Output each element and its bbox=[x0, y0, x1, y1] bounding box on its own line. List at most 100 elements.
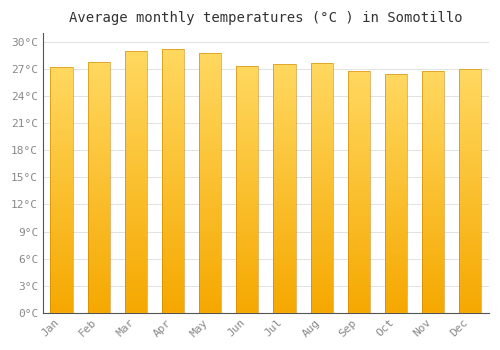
Bar bbox=[459, 230, 481, 232]
Bar bbox=[236, 286, 258, 288]
Bar bbox=[236, 236, 258, 239]
Bar bbox=[124, 198, 147, 200]
Bar bbox=[310, 73, 333, 76]
Bar bbox=[50, 254, 72, 256]
Bar bbox=[274, 116, 295, 119]
Bar bbox=[50, 308, 72, 310]
Bar bbox=[50, 112, 72, 114]
Bar bbox=[274, 283, 295, 285]
Bar bbox=[162, 276, 184, 278]
Bar bbox=[422, 78, 444, 81]
Bar bbox=[162, 120, 184, 122]
Bar bbox=[124, 213, 147, 216]
Bar bbox=[199, 71, 222, 74]
Bar bbox=[199, 281, 222, 284]
Bar bbox=[88, 64, 110, 67]
Bar bbox=[348, 85, 370, 88]
Bar bbox=[236, 258, 258, 261]
Bar bbox=[422, 306, 444, 308]
Bar bbox=[236, 251, 258, 253]
Bar bbox=[385, 296, 407, 298]
Bar bbox=[162, 199, 184, 202]
Bar bbox=[236, 187, 258, 189]
Bar bbox=[88, 175, 110, 177]
Bar bbox=[50, 161, 72, 163]
Bar bbox=[422, 114, 444, 117]
Bar bbox=[124, 218, 147, 221]
Bar bbox=[88, 117, 110, 120]
Bar bbox=[162, 162, 184, 165]
Bar bbox=[199, 53, 222, 56]
Bar bbox=[199, 100, 222, 102]
Bar bbox=[310, 200, 333, 203]
Bar bbox=[459, 179, 481, 181]
Bar bbox=[50, 151, 72, 153]
Bar bbox=[422, 129, 444, 132]
Bar bbox=[124, 200, 147, 203]
Bar bbox=[124, 111, 147, 114]
Bar bbox=[459, 198, 481, 201]
Bar bbox=[88, 155, 110, 157]
Bar bbox=[459, 123, 481, 125]
Bar bbox=[199, 300, 222, 302]
Bar bbox=[236, 80, 258, 83]
Bar bbox=[274, 146, 295, 148]
Bar bbox=[422, 243, 444, 245]
Bar bbox=[385, 146, 407, 148]
Bar bbox=[236, 224, 258, 226]
Bar bbox=[162, 131, 184, 133]
Bar bbox=[310, 298, 333, 300]
Bar bbox=[88, 217, 110, 220]
Bar bbox=[348, 226, 370, 228]
Bar bbox=[162, 62, 184, 64]
Bar bbox=[310, 128, 333, 131]
Bar bbox=[310, 90, 333, 93]
Bar bbox=[459, 74, 481, 77]
Bar bbox=[124, 190, 147, 193]
Bar bbox=[124, 75, 147, 77]
Bar bbox=[385, 74, 407, 313]
Bar bbox=[88, 70, 110, 72]
Bar bbox=[236, 197, 258, 199]
Bar bbox=[50, 188, 72, 190]
Bar bbox=[459, 245, 481, 247]
Bar bbox=[310, 183, 333, 185]
Bar bbox=[162, 236, 184, 239]
Bar bbox=[199, 175, 222, 178]
Bar bbox=[274, 245, 295, 248]
Bar bbox=[385, 133, 407, 136]
Bar bbox=[124, 292, 147, 294]
Bar bbox=[459, 249, 481, 252]
Bar bbox=[50, 107, 72, 109]
Bar bbox=[274, 183, 295, 186]
Bar bbox=[162, 231, 184, 233]
Bar bbox=[310, 138, 333, 140]
Bar bbox=[162, 102, 184, 104]
Bar bbox=[124, 101, 147, 104]
Bar bbox=[459, 189, 481, 191]
Bar bbox=[459, 305, 481, 308]
Bar bbox=[124, 232, 147, 234]
Bar bbox=[274, 64, 295, 66]
Bar bbox=[199, 284, 222, 287]
Bar bbox=[162, 286, 184, 289]
Bar bbox=[124, 310, 147, 313]
Bar bbox=[422, 288, 444, 291]
Bar bbox=[199, 305, 222, 307]
Bar bbox=[459, 162, 481, 164]
Bar bbox=[88, 310, 110, 313]
Bar bbox=[236, 90, 258, 93]
Bar bbox=[50, 246, 72, 249]
Bar bbox=[162, 93, 184, 96]
Bar bbox=[50, 158, 72, 161]
Bar bbox=[422, 274, 444, 276]
Bar bbox=[124, 193, 147, 195]
Bar bbox=[274, 238, 295, 240]
Bar bbox=[385, 184, 407, 186]
Bar bbox=[385, 201, 407, 203]
Bar bbox=[88, 62, 110, 313]
Bar bbox=[274, 84, 295, 86]
Bar bbox=[88, 177, 110, 180]
Bar bbox=[88, 290, 110, 293]
Bar bbox=[422, 173, 444, 175]
